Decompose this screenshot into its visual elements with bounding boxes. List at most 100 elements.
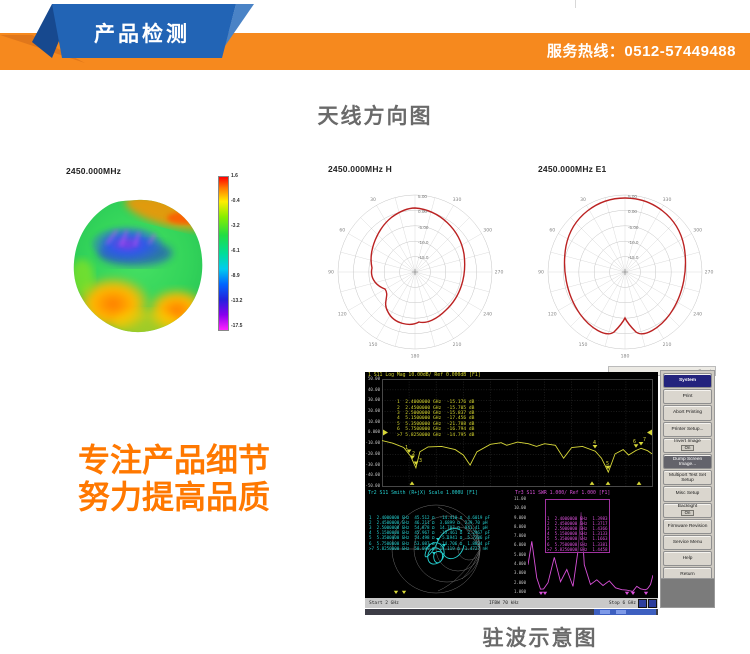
softkey-button[interactable]: Dump Screen Image... [663, 453, 712, 470]
polar-h-figure: 2450.000MHz H 30 60 90 120 150 180 210 240 270 30… [322, 158, 508, 358]
radial-label: -5.00 [628, 224, 639, 230]
logmag-plot: 1 2 3 4 5 6 7 [382, 379, 653, 487]
swr-plot [528, 512, 653, 595]
softkey-button[interactable]: Misc Setup [663, 486, 712, 502]
marker-row: 2 2.4500000 GHz 1.3717 [547, 520, 608, 526]
colorbar-tick-label: -3.2 [231, 223, 240, 229]
axis-label: 8.000 [513, 523, 526, 529]
axis-label: 50.00 [367, 376, 380, 381]
radiation-blob-image [73, 199, 203, 333]
svg-text:120: 120 [338, 312, 347, 318]
artifact-line [575, 0, 576, 8]
trace2-header: Tr2 S11 Smith (R+jX) Scale 1.000U [F1] [368, 491, 478, 496]
svg-text:7: 7 [643, 437, 646, 443]
svg-text:90: 90 [538, 270, 544, 276]
svg-text:30: 30 [370, 197, 376, 203]
smith-chart: 14 [391, 504, 481, 594]
colorbar-tick-label: -17.5 [231, 323, 243, 329]
marker-row: 3 2.5000000 GHz 1.4366 [547, 526, 608, 532]
colorbar-tick-label: 1.6 [231, 173, 238, 179]
softkey-label: Abort Printing [672, 410, 703, 416]
softkey-label: Firmware Revision [667, 523, 708, 529]
svg-text:210: 210 [663, 342, 672, 348]
marker-row: 5 5.3500000 GHz 54.498 Ω -5.1941 Ω 5.728… [369, 535, 491, 541]
marker-row: 5 5.3500000 GHz -21.788 dB [397, 421, 475, 427]
axis-label: 11.00 [513, 496, 526, 501]
polar-h-label: 2450.000MHz H [328, 164, 393, 174]
ifbw-label: IFBW 70 kHz [488, 600, 519, 606]
smith-axis-markers [393, 590, 407, 594]
polar-e1-radial-labels: 5.00 0.00 -5.00 -10.0 -15.0 [628, 194, 638, 260]
svg-text:4: 4 [593, 440, 596, 446]
softkey-label: Misc Setup [675, 491, 700, 497]
softkey-button[interactable]: Multiport Test Set Setup [663, 470, 712, 486]
axis-label: -50.00 [365, 482, 380, 488]
marker-row: 2 2.4500000 GHz -15.705 dB [397, 405, 475, 411]
polar-e1-plot: 30 60 90 120 150 180 210 240 270 300 330 [538, 194, 713, 359]
antenna-section-title: 天线方向图 [317, 103, 433, 128]
polar-h-radial-labels: 5.00 0.00 -5.00 -10.0 -15.0 [418, 194, 428, 260]
polar-center-mark [622, 269, 628, 275]
softkey-label: Help [682, 556, 693, 562]
trace-markers: 1 2 3 4 5 6 7 [383, 429, 652, 485]
svg-text:120: 120 [548, 312, 557, 318]
trace1-marker-table: 1 2.4000000 GHz -15.176 dB 2 2.4500000 GH… [397, 384, 474, 438]
svg-text:6: 6 [633, 439, 636, 445]
colorbar-tick-label: -8.9 [231, 273, 240, 279]
pattern-3d-figure: 2450.000MHz [60, 160, 250, 345]
softkey-button[interactable]: Printer Setup... [663, 421, 712, 437]
marker-row: 6 5.7500000 GHz 1.3381 [547, 541, 608, 547]
svg-text:270: 270 [495, 270, 504, 276]
softkey-button[interactable]: Invert Image On [663, 437, 712, 453]
svg-text:300: 300 [483, 228, 492, 234]
taskbar-fragment [594, 609, 656, 615]
trace2-marker-table: 1 2.4000000 GHz 45.512 Ω -14.410 Ω 4.601… [369, 499, 490, 551]
swr-trace [528, 512, 653, 592]
svg-text:300: 300 [693, 228, 702, 234]
softkey-button[interactable]: Service Menu [663, 534, 712, 551]
softkey-state: On [680, 444, 695, 452]
marker-row: 4 5.1500000 GHz 45.967 Ω -13.461 Ω 2.296… [369, 530, 491, 536]
radial-label: 0.00 [628, 209, 637, 215]
axis-label: 9.000 [513, 514, 526, 520]
bottom-strip [365, 609, 658, 615]
svg-text:240: 240 [693, 312, 702, 318]
ribbon-label: 产品检测 [94, 22, 190, 46]
radial-label: -15.0 [418, 255, 429, 260]
axis-label: 30.00 [367, 397, 380, 403]
softkey-button[interactable]: Help [663, 551, 712, 567]
polar-e1-figure: 2450.000MHz E1 30 60 90 120 150 180 210 240 270 3… [532, 158, 718, 358]
softkey-button[interactable]: Print [663, 389, 712, 405]
axis-label: 10.00 [513, 505, 526, 511]
stop-freq: Stop 6 GHz [608, 600, 636, 606]
svg-text:1: 1 [405, 445, 408, 451]
axis-label: 20.00 [367, 408, 380, 414]
softkey-label: Multiport Test Set Setup [669, 472, 706, 483]
softkey-button[interactable]: Abort Printing [663, 405, 712, 421]
radial-label: -10.0 [628, 239, 639, 245]
svg-text:5: 5 [606, 461, 609, 467]
softkey-button[interactable]: Firmware Revision [663, 518, 712, 534]
s11-trace [382, 440, 653, 474]
radial-label: -10.0 [418, 239, 429, 245]
svg-text:1: 1 [446, 535, 449, 540]
polar-center-mark [412, 269, 418, 275]
trace3-marker-table: 1 2.4000000 GHz 1.3983 2 2.4500000 GHz 1.… [545, 499, 610, 554]
polar-h-curve [370, 207, 466, 325]
svg-text:330: 330 [453, 197, 462, 203]
softkey-label: System [678, 378, 697, 384]
axis-label: 5.000 [513, 551, 526, 557]
softkey-button[interactable]: System [663, 373, 712, 389]
softkey-panel: System Print Abort Printing Printer Setu… [660, 370, 715, 583]
marker-row: >7 5.8250000 GHz -14.795 dB [397, 432, 475, 438]
ribbon-body [52, 4, 236, 58]
svg-text:180: 180 [621, 354, 630, 359]
softkey-button[interactable]: Backlight On [663, 502, 712, 518]
svg-text:240: 240 [483, 312, 492, 318]
axis-label: -20.00 [365, 450, 380, 456]
axis-label: 3.000 [513, 570, 526, 576]
svg-text:60: 60 [339, 228, 345, 234]
radial-label: -15.0 [628, 255, 639, 260]
trace1-y-axis: 50.00 40.00 30.00 20.00 10.00 0.000 -10.00 -20.… [365, 376, 380, 488]
marker-row: 4 5.1500000 GHz 1.3133 [547, 531, 608, 537]
